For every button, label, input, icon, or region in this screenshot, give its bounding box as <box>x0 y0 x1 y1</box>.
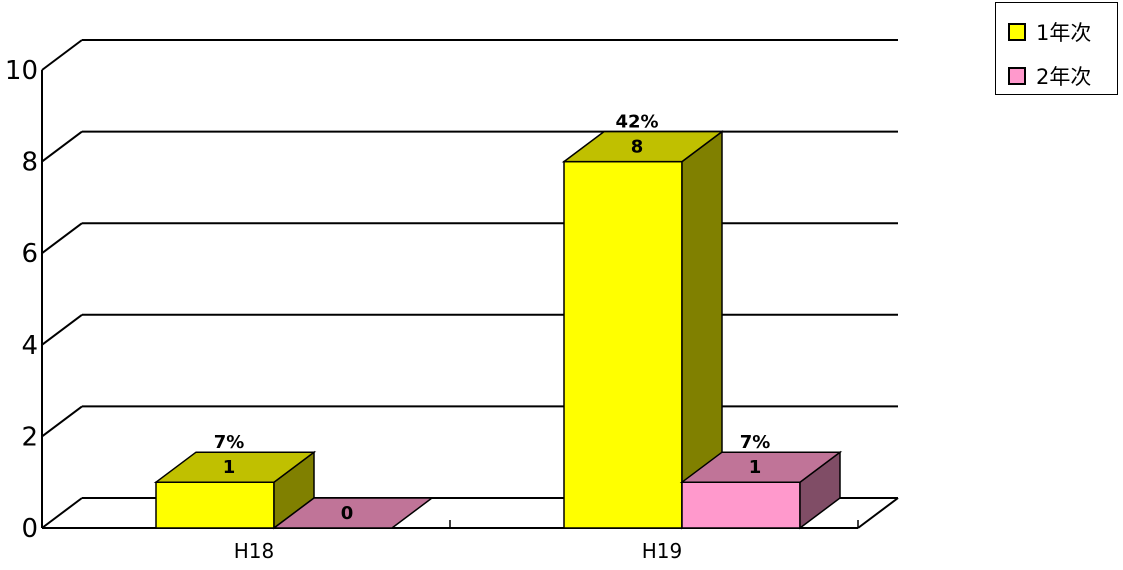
y-axis-tick <box>41 497 83 529</box>
legend-swatch-pink <box>1008 67 1026 85</box>
y-tick-label: 2 <box>21 422 38 452</box>
bar-front <box>563 160 683 529</box>
y-axis-tick <box>41 405 83 438</box>
bar-front <box>681 481 801 529</box>
bar-top <box>271 497 435 529</box>
legend-item-series-1: 1年次 <box>1008 17 1091 47</box>
legend-swatch-yellow <box>1008 23 1026 41</box>
bar-percent-label: 7% <box>740 432 771 453</box>
bar-value-label: 1 <box>749 457 762 478</box>
bar-value-label: 8 <box>631 137 644 158</box>
y-tick-label: 6 <box>21 239 38 269</box>
y-tick-label: 4 <box>21 331 38 361</box>
legend-item-series-2: 2年次 <box>1008 61 1091 91</box>
y-tick-label: 8 <box>21 148 38 178</box>
floor-right-edge <box>857 497 899 529</box>
legend: 1年次 2年次 <box>995 2 1118 95</box>
bar-value-label: 1 <box>223 457 236 478</box>
y-axis-tick <box>41 130 83 163</box>
x-category-label: H18 <box>234 539 275 563</box>
y-axis-tick <box>41 39 83 71</box>
y-axis-tick <box>41 222 83 254</box>
bar-top <box>153 451 317 483</box>
legend-label: 1年次 <box>1036 21 1092 45</box>
bar-top <box>561 130 725 163</box>
x-category-label: H19 <box>642 539 683 563</box>
bar-top <box>679 451 843 483</box>
y-tick-label: 10 <box>5 56 38 86</box>
bar-value-label: 0 <box>341 503 354 524</box>
bar-front <box>155 481 275 529</box>
y-tick-label: 0 <box>21 514 38 544</box>
bar-percent-label: 42% <box>615 112 658 133</box>
bar-percent-label: 7% <box>214 432 245 453</box>
legend-label: 2年次 <box>1036 65 1092 89</box>
y-axis-tick <box>41 313 83 346</box>
